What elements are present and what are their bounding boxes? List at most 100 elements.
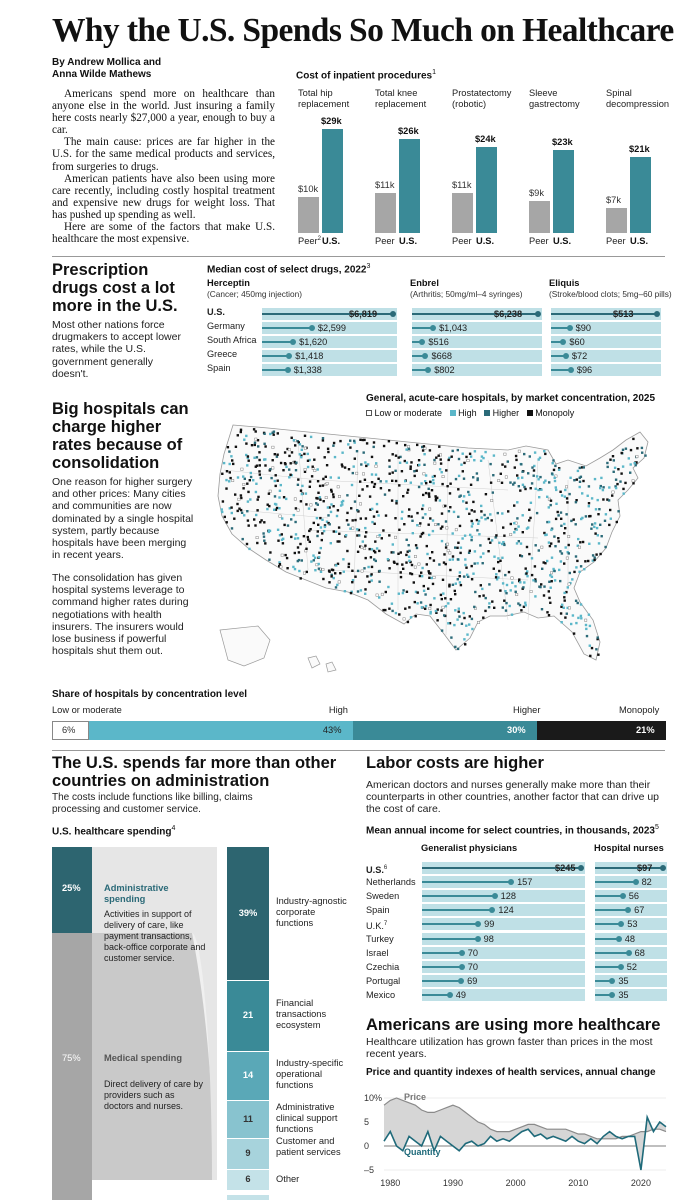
hospital-dot [307,507,311,510]
hospital-dot [337,494,341,498]
hospital-dot [365,442,369,445]
hospital-dot [280,533,283,536]
hospital-dot [598,508,601,511]
hospital-dot [276,479,279,482]
hospital-dot [533,464,536,468]
hospital-dot [440,539,444,543]
hospital-dot [440,471,443,474]
hospitals-heading: Big hospitals can charge higher rates be… [52,400,189,472]
hospital-dot [243,438,246,441]
hospital-dot [322,477,325,481]
hospital-dot [349,527,352,530]
hospital-dot [590,497,594,500]
hospital-dot [377,514,380,517]
peer-bar [606,207,627,233]
hospital-dot [470,509,473,512]
hospital-dot [429,603,432,607]
hospital-dot [433,474,436,478]
hospital-dot [340,463,344,466]
hospital-dot [635,455,639,458]
hospital-dot [454,593,457,596]
peer-axis-label: Peer2 [298,236,321,246]
hospital-dot [363,567,366,570]
hospital-dot [552,459,555,462]
hospital-dot [323,456,326,459]
hospital-dot [267,530,270,534]
hospital-dot [510,613,514,616]
hospital-dot [568,571,571,575]
hospital-dot [519,542,523,545]
hospital-dot [520,609,523,612]
hospital-dot [272,433,275,436]
procedures-title-text: Cost of inpatient procedures [296,70,433,82]
hospital-dot [325,520,329,523]
hospital-dot [276,432,279,435]
hospital-dot [444,562,447,566]
hospital-dot [366,575,369,578]
hospital-dot [278,561,281,564]
hospital-dot [441,482,444,486]
drug-dot [286,353,293,359]
hospital-dot [399,551,402,554]
hospital-dot [587,559,590,563]
hospital-dot [495,578,499,581]
hospital-dot [308,480,312,483]
hospital-dot [584,560,587,563]
hospital-dot [359,545,362,548]
hospital-dot [359,517,362,520]
hospital-dot [593,556,596,559]
hospital-dot [432,482,435,485]
hospital-dot [346,549,349,553]
hospital-dot [373,522,376,525]
labor-country-label: Spain [366,904,390,916]
hospital-dot [437,454,440,457]
drug-value-label: $96 [576,365,593,375]
hospital-dot [409,465,412,468]
drug-row-bg [412,350,542,362]
legend-swatch-higher [484,410,491,416]
hospital-dot [326,506,330,509]
hospital-dot [417,562,421,566]
hospital-dot [262,535,266,538]
share-level-label: Monopoly [619,705,660,715]
hospital-dot [435,456,438,459]
hospital-dot [290,451,294,454]
hospital-dot [270,476,273,480]
hospital-dot [424,491,428,495]
hospital-dot [499,472,502,475]
breakdown-label: Financial transactions ecosystem [276,998,327,1030]
hospital-dot [297,478,300,481]
labor-dot [625,949,632,956]
hospital-dot [534,544,537,547]
hospital-dot [329,476,332,479]
drug-dot [419,339,426,345]
hospital-dot [564,527,567,530]
hospital-dot [407,555,411,558]
hospital-dot [341,503,344,506]
hospital-dot [442,592,445,595]
hospital-dot [332,576,335,580]
peer-bar [529,200,550,233]
hospital-dot [293,567,297,571]
hospital-dot [439,593,443,597]
labor-value-label: 70 [467,947,478,958]
hospital-dot [565,513,568,516]
hospital-dot [339,439,342,443]
hospital-dot [242,475,245,478]
state-border [527,459,539,621]
hospital-dot [515,542,519,545]
labor-bar [422,881,512,884]
hospital-dot [294,507,298,510]
hospital-dot [511,581,514,584]
hospital-dot [388,465,391,468]
hospital-dot [434,609,438,613]
hospital-dot [471,522,474,525]
hospital-dot [608,523,611,527]
hospital-dot [454,609,457,612]
hospital-dot [394,611,398,615]
hospital-dot [387,440,391,443]
labor-bar [595,867,663,869]
hospital-dot [330,575,333,578]
hospital-dot [546,495,549,498]
hospital-dot [456,647,460,651]
